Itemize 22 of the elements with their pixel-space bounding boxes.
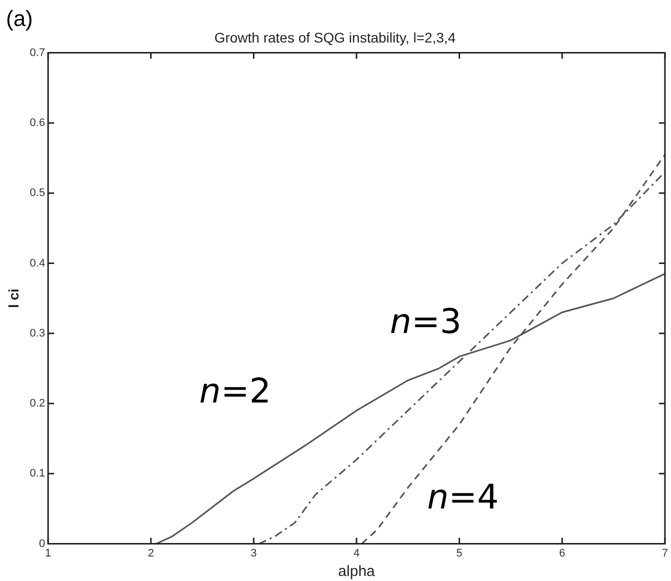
y-tick-label: 0.3 xyxy=(30,327,46,340)
y-tick-label: 0.4 xyxy=(30,257,46,270)
y-tick-label: 0 xyxy=(38,538,46,550)
x-tick-label: 7 xyxy=(662,547,668,560)
series-label: n=2 xyxy=(199,371,271,412)
series-label: n=4 xyxy=(427,478,499,518)
x-tick-label: 4 xyxy=(353,547,360,560)
chart-title: Growth rates of SQG instability, l=2,3,4 xyxy=(214,29,456,46)
y-tick-label: 0.7 xyxy=(30,46,46,59)
x-axis-title: alpha xyxy=(338,563,376,580)
y-tick-label: 0.5 xyxy=(30,187,46,200)
x-tick-label: 6 xyxy=(559,547,566,560)
series-label: n=3 xyxy=(390,302,462,342)
text: (a) xyxy=(6,6,33,32)
y-tick-label: 0.6 xyxy=(30,116,46,129)
x-tick-label: 5 xyxy=(456,547,462,560)
y-tick-label: 0.1 xyxy=(30,468,46,480)
x-tick-label: 3 xyxy=(250,547,257,560)
x-tick-label: 2 xyxy=(148,547,154,560)
y-tick-label: 0.2 xyxy=(30,398,46,410)
x-tick-label: 1 xyxy=(45,547,52,560)
y-axis-title: l ci xyxy=(5,288,22,308)
